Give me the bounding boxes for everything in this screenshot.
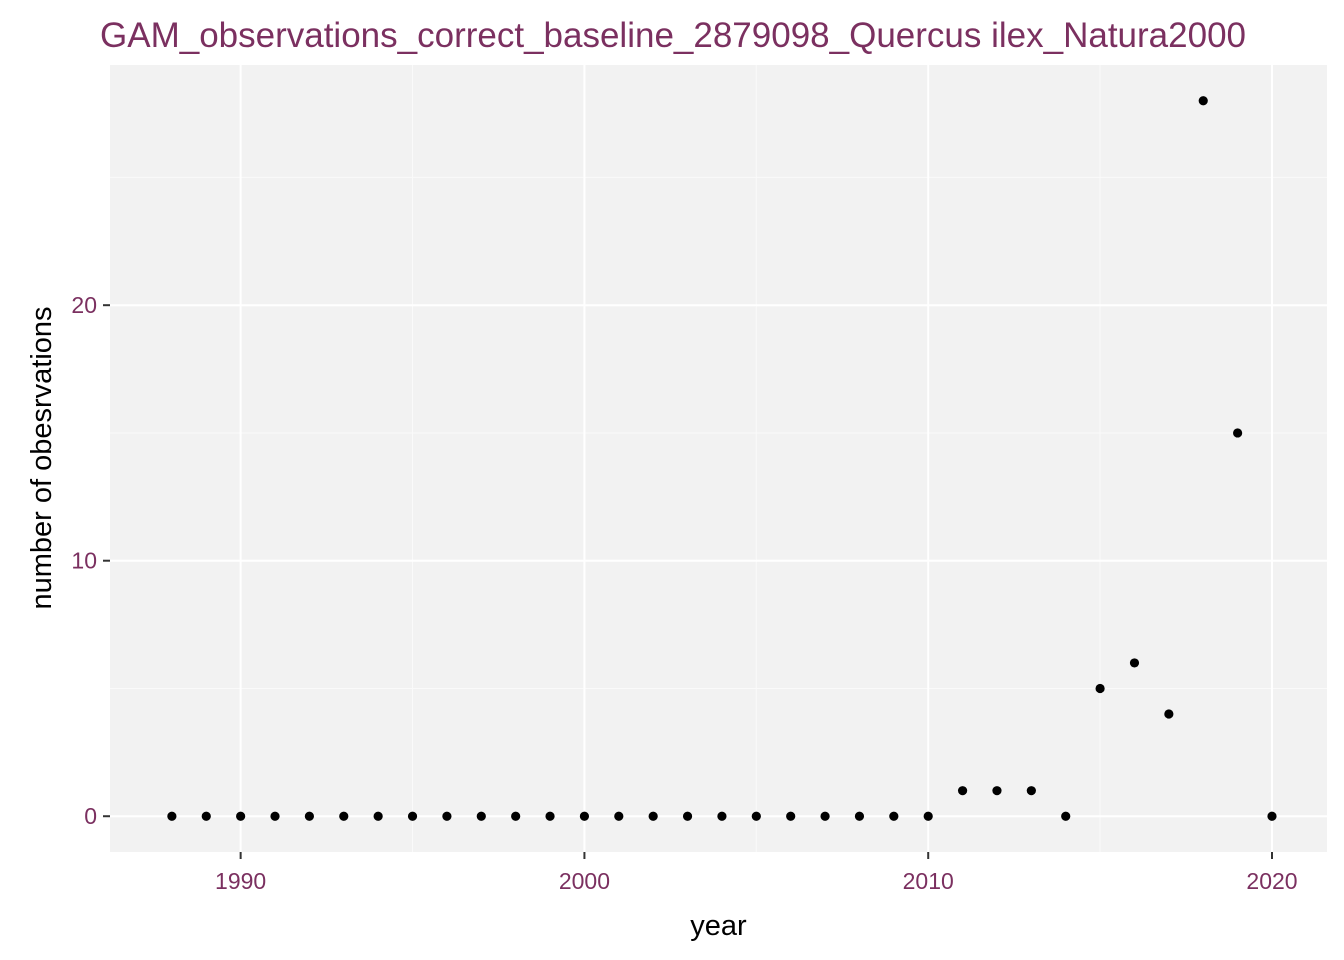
y-tick-label: 0 xyxy=(84,803,97,829)
data-point xyxy=(236,811,246,821)
x-tick-label: 2010 xyxy=(903,868,954,894)
plot-panel xyxy=(110,65,1327,852)
data-point xyxy=(1267,811,1277,821)
data-point xyxy=(717,811,727,821)
x-tick-label: 1990 xyxy=(215,868,266,894)
data-point xyxy=(270,811,280,821)
y-axis-title: number of obesrvations xyxy=(26,306,58,609)
x-tick-label: 2020 xyxy=(1246,868,1297,894)
x-axis: 1990 2000 2010 2020 xyxy=(215,852,1298,894)
data-point xyxy=(957,786,968,796)
data-point xyxy=(1233,428,1243,438)
data-point xyxy=(201,811,211,821)
data-point xyxy=(889,811,899,821)
x-axis-title: year xyxy=(690,910,747,942)
data-point xyxy=(304,811,314,821)
data-point xyxy=(545,811,555,821)
y-tick-label: 20 xyxy=(71,292,97,318)
data-points xyxy=(167,96,1277,821)
data-point xyxy=(682,811,693,821)
chart-title: GAM_observations_correct_baseline_287909… xyxy=(100,16,1246,55)
data-point xyxy=(648,811,658,821)
data-point xyxy=(786,811,796,821)
y-tick-label: 10 xyxy=(71,548,97,574)
data-point xyxy=(167,811,177,821)
data-point xyxy=(1164,709,1174,719)
data-point xyxy=(476,811,486,821)
data-point xyxy=(579,811,590,821)
y-axis: 0 10 20 xyxy=(71,292,110,829)
data-point xyxy=(1095,683,1105,694)
data-point xyxy=(339,811,349,821)
data-point xyxy=(511,811,521,821)
minor-gridlines xyxy=(110,65,1327,852)
data-point xyxy=(1129,658,1140,668)
data-point xyxy=(407,811,418,821)
data-point xyxy=(442,811,452,821)
data-point xyxy=(854,811,865,821)
data-point xyxy=(373,811,383,821)
data-point xyxy=(1061,811,1071,821)
data-point xyxy=(1198,96,1208,106)
data-point xyxy=(614,811,624,821)
x-tick-label: 2000 xyxy=(559,868,610,894)
data-point xyxy=(923,811,933,821)
data-point xyxy=(992,786,1002,796)
data-point xyxy=(751,811,761,821)
data-point xyxy=(820,811,830,821)
data-point xyxy=(1026,786,1036,796)
